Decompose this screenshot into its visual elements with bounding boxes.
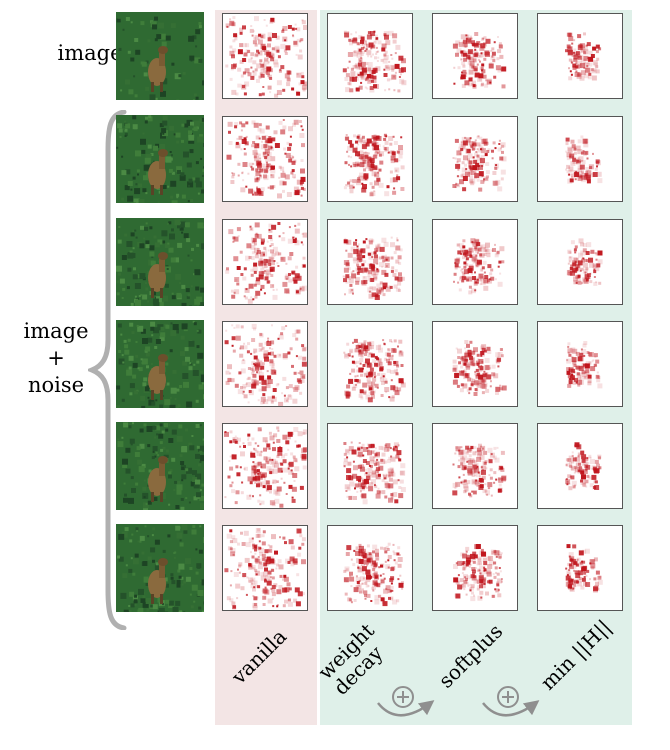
saliency-heatmap	[537, 423, 623, 509]
noisy-input-image	[116, 320, 204, 408]
noisy-input-image	[116, 422, 204, 510]
saliency-heatmap	[327, 219, 413, 305]
saliency-heatmap	[222, 321, 308, 407]
saliency-heatmap	[327, 423, 413, 509]
saliency-heatmap	[537, 219, 623, 305]
noisy-input-image	[116, 218, 204, 306]
saliency-heatmap	[222, 13, 308, 99]
saliency-heatmap	[537, 13, 623, 99]
saliency-heatmap	[222, 219, 308, 305]
row-label-noise-line2: +	[47, 346, 65, 370]
saliency-heatmap	[222, 525, 308, 611]
deer-figure	[148, 252, 168, 298]
saliency-heatmap	[432, 525, 518, 611]
brace-icon	[88, 110, 127, 630]
saliency-heatmap	[327, 116, 413, 202]
deer-figure	[148, 558, 168, 604]
saliency-heatmap	[432, 321, 518, 407]
row-label-image-plus-noise: image + noise	[14, 318, 98, 399]
deer-figure	[148, 149, 168, 195]
saliency-heatmap	[327, 525, 413, 611]
deer-figure	[148, 46, 168, 92]
saliency-heatmap	[327, 13, 413, 99]
saliency-heatmap	[537, 321, 623, 407]
row-label-noise-line3: noise	[27, 373, 85, 397]
saliency-heatmap	[432, 423, 518, 509]
saliency-heatmap	[222, 116, 308, 202]
row-label-image: image	[57, 41, 123, 65]
input-image	[116, 12, 204, 100]
deer-figure	[148, 456, 168, 502]
plus-circle-icon	[497, 686, 519, 708]
noisy-input-image	[116, 115, 204, 203]
saliency-heatmap	[537, 116, 623, 202]
deer-figure	[148, 354, 168, 400]
saliency-heatmap	[222, 423, 308, 509]
saliency-heatmap	[537, 525, 623, 611]
saliency-heatmap	[432, 116, 518, 202]
arrow-icon	[482, 700, 540, 717]
noisy-input-image	[116, 524, 204, 612]
row-label-noise-line1: image	[23, 319, 89, 343]
saliency-heatmap	[327, 321, 413, 407]
saliency-heatmap	[432, 219, 518, 305]
plus-circle-icon	[392, 686, 414, 708]
saliency-heatmap	[432, 13, 518, 99]
arrow-icon	[377, 700, 435, 717]
